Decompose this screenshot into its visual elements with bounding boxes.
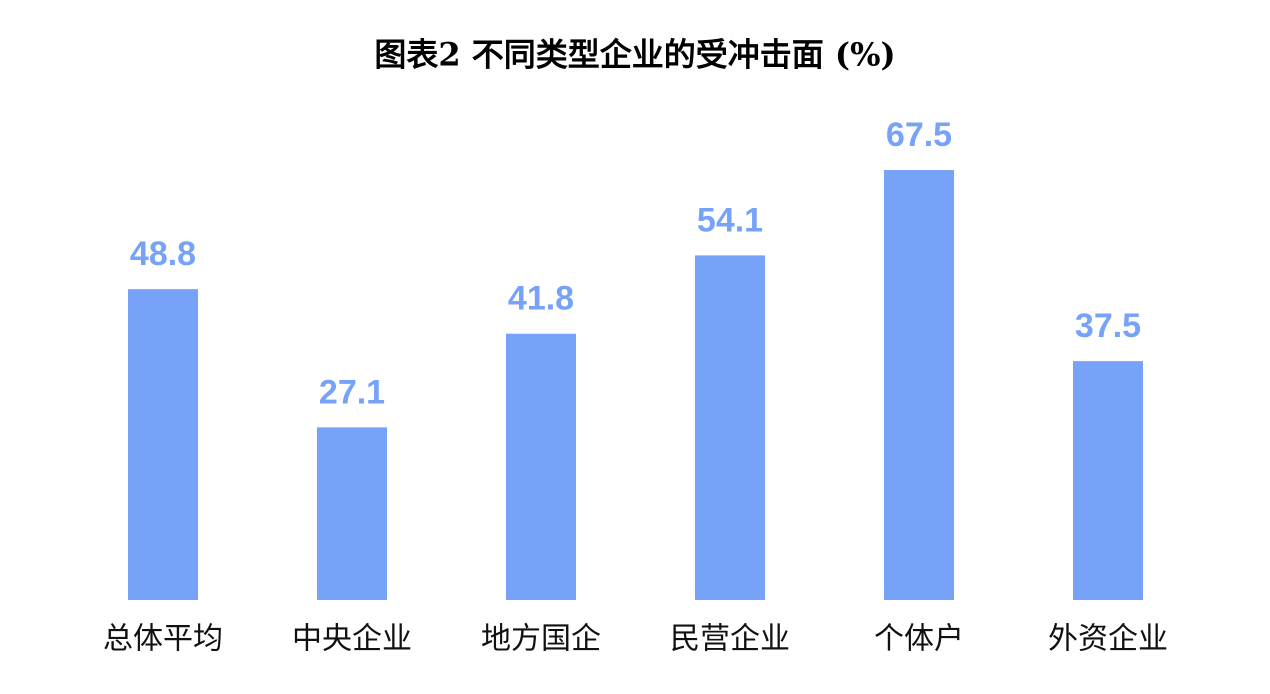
x-tick-label: 地方国企: [481, 622, 601, 657]
bar: [128, 289, 198, 600]
value-label: 37.5: [1075, 307, 1141, 345]
value-label: 54.1: [697, 201, 763, 239]
value-label: 48.8: [130, 235, 196, 273]
bar: [695, 255, 765, 600]
bar: [884, 170, 954, 600]
value-label: 41.8: [508, 280, 574, 318]
bar: [506, 333, 576, 600]
x-tick-label: 民营企业: [670, 622, 790, 657]
value-label: 67.5: [886, 116, 952, 154]
x-tick-label: 中央企业: [292, 622, 412, 657]
x-tick-label: 个体户: [874, 622, 964, 657]
x-tick-label: 总体平均: [103, 622, 223, 657]
chart-title: 图表2 不同类型企业的受冲击面 (%): [374, 36, 895, 74]
x-tick-label: 外资企业: [1048, 622, 1168, 657]
bar: [1073, 361, 1143, 600]
value-label: 27.1: [319, 373, 385, 411]
bar: [317, 427, 387, 600]
